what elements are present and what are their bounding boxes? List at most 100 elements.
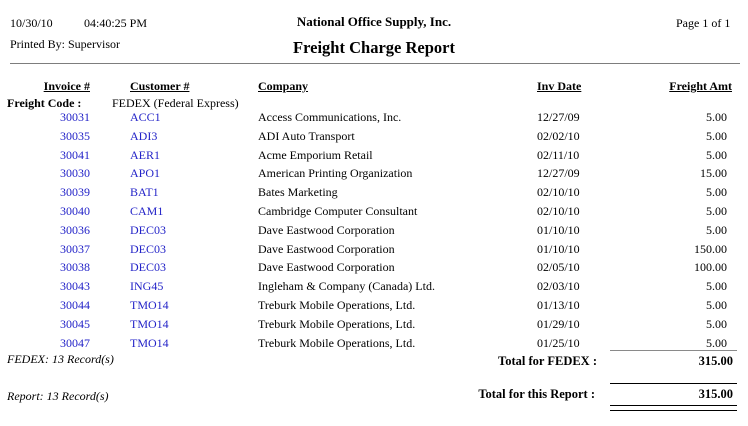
invoice-link[interactable]: 30036 bbox=[60, 222, 90, 237]
company-cell: Dave Eastwood Corporation bbox=[258, 241, 395, 256]
table-row: 30038 DEC03 Dave Eastwood Corporation 02/05… bbox=[0, 258, 727, 277]
report-table-body: 30031 ACC1 Access Communications, Inc. 12/2… bbox=[0, 108, 727, 352]
column-header-inv-date: Inv Date bbox=[537, 79, 582, 93]
company-cell: Treburk Mobile Operations, Ltd. bbox=[258, 335, 416, 350]
customer-link[interactable]: ING45 bbox=[130, 279, 164, 294]
freight-amt-cell: 5.00 bbox=[706, 110, 727, 124]
customer-link[interactable]: DEC03 bbox=[130, 241, 166, 256]
table-row: 30041 AER1 Acme Emporium Retail 02/11/10 5.0… bbox=[0, 146, 727, 165]
freight-amt-cell: 5.00 bbox=[706, 335, 727, 350]
report-total-rule bbox=[610, 383, 737, 384]
company-cell: ADI Auto Transport bbox=[258, 128, 355, 143]
freight-amt-cell: 15.00 bbox=[700, 166, 727, 181]
company-cell: American Printing Organization bbox=[258, 166, 413, 181]
group-total-rule bbox=[610, 350, 737, 351]
column-header-invoice: Invoice # bbox=[43, 79, 90, 93]
group-record-count: FEDEX: 13 Record(s) bbox=[7, 352, 114, 366]
column-header-customer: Customer # bbox=[130, 79, 190, 93]
inv-date-cell: 01/10/10 bbox=[537, 222, 580, 237]
table-row: 30037 DEC03 Dave Eastwood Corporation 01/10… bbox=[0, 240, 727, 259]
print-time: 04:40:25 PM bbox=[84, 16, 148, 30]
freight-code-value: FEDEX (Federal Express) bbox=[112, 96, 239, 110]
freight-amt-cell: 5.00 bbox=[706, 297, 727, 312]
invoice-link[interactable]: 30044 bbox=[60, 297, 90, 312]
company-cell: Cambridge Computer Consultant bbox=[258, 203, 418, 218]
invoice-link[interactable]: 30045 bbox=[60, 316, 90, 331]
invoice-link[interactable]: 30031 bbox=[60, 110, 90, 124]
table-row: 30039 BAT1 Bates Marketing 02/10/10 5.00 bbox=[0, 183, 727, 202]
page-indicator: Page 1 of 1 bbox=[676, 16, 731, 30]
table-row: 30045 TMO14 Treburk Mobile Operations, Ltd… bbox=[0, 315, 727, 334]
customer-link[interactable]: CAM1 bbox=[130, 203, 164, 218]
company-name-heading: National Office Supply, Inc. bbox=[296, 14, 452, 29]
freight-amt-cell: 100.00 bbox=[694, 260, 727, 275]
group-total-amount: 315.00 bbox=[698, 354, 733, 368]
freight-amt-cell: 5.00 bbox=[706, 147, 727, 162]
invoice-link[interactable]: 30030 bbox=[60, 166, 90, 181]
company-cell: Dave Eastwood Corporation bbox=[258, 222, 395, 237]
column-header-freight-amt: Freight Amt bbox=[669, 79, 732, 93]
group-total-label: Total for FEDEX : bbox=[498, 354, 597, 368]
inv-date-cell: 02/10/10 bbox=[537, 203, 580, 218]
customer-link[interactable]: TMO14 bbox=[130, 335, 169, 350]
customer-link[interactable]: TMO14 bbox=[130, 316, 169, 331]
invoice-link[interactable]: 30043 bbox=[60, 279, 90, 294]
freight-amt-cell: 5.00 bbox=[706, 316, 727, 331]
freight-amt-cell: 5.00 bbox=[706, 185, 727, 200]
table-row: 30047 TMO14 Treburk Mobile Operations, Ltd… bbox=[0, 334, 727, 353]
company-cell: Dave Eastwood Corporation bbox=[258, 260, 395, 275]
company-cell: Treburk Mobile Operations, Ltd. bbox=[258, 297, 416, 312]
header-divider-rule bbox=[10, 63, 740, 64]
report-total-double-rule bbox=[610, 405, 737, 411]
inv-date-cell: 02/11/10 bbox=[537, 147, 580, 162]
table-row: 30035 ADI3 ADI Auto Transport 02/02/10 5.00 bbox=[0, 127, 727, 146]
inv-date-cell: 01/10/10 bbox=[537, 241, 580, 256]
invoice-link[interactable]: 30035 bbox=[60, 128, 90, 143]
freight-code-label: Freight Code : bbox=[7, 96, 82, 110]
column-header-row: Invoice # Customer # Company Inv Date Fr… bbox=[0, 79, 735, 94]
inv-date-cell: 01/13/10 bbox=[537, 297, 580, 312]
table-row: 30030 APO1 American Printing Organization 1… bbox=[0, 164, 727, 183]
freight-amt-cell: 5.00 bbox=[706, 203, 727, 218]
report-total-label: Total for this Report : bbox=[478, 387, 595, 401]
customer-link[interactable]: ACC1 bbox=[130, 110, 161, 124]
customer-link[interactable]: DEC03 bbox=[130, 222, 166, 237]
inv-date-cell: 01/25/10 bbox=[537, 335, 580, 350]
invoice-link[interactable]: 30041 bbox=[60, 147, 90, 162]
column-header-company: Company bbox=[258, 79, 309, 93]
company-cell: Access Communications, Inc. bbox=[258, 110, 402, 124]
printed-by-label: Printed By: Supervisor bbox=[10, 37, 120, 51]
freight-amt-cell: 5.00 bbox=[706, 279, 727, 294]
customer-link[interactable]: AER1 bbox=[130, 147, 160, 162]
invoice-link[interactable]: 30038 bbox=[60, 260, 90, 275]
table-row: 30031 ACC1 Access Communications, Inc. 12/2… bbox=[0, 108, 727, 127]
inv-date-cell: 02/10/10 bbox=[537, 185, 580, 200]
company-cell: Treburk Mobile Operations, Ltd. bbox=[258, 316, 416, 331]
freight-amt-cell: 5.00 bbox=[706, 222, 727, 237]
customer-link[interactable]: TMO14 bbox=[130, 297, 169, 312]
invoice-link[interactable]: 30047 bbox=[60, 335, 90, 350]
table-row: 30043 ING45 Ingleham & Company (Canada) Lt… bbox=[0, 277, 727, 296]
report-total-amount: 315.00 bbox=[698, 387, 733, 401]
invoice-link[interactable]: 30037 bbox=[60, 241, 90, 256]
inv-date-cell: 02/03/10 bbox=[537, 279, 580, 294]
table-row: 30036 DEC03 Dave Eastwood Corporation 01/10… bbox=[0, 221, 727, 240]
table-row: 30044 TMO14 Treburk Mobile Operations, Ltd… bbox=[0, 296, 727, 315]
inv-date-cell: 12/27/09 bbox=[537, 110, 580, 124]
inv-date-cell: 02/05/10 bbox=[537, 260, 580, 275]
customer-link[interactable]: ADI3 bbox=[130, 128, 158, 143]
freight-amt-cell: 150.00 bbox=[694, 241, 727, 256]
print-date: 10/30/10 bbox=[10, 16, 53, 30]
report-title: Freight Charge Report bbox=[293, 38, 455, 57]
company-cell: Acme Emporium Retail bbox=[258, 147, 373, 162]
customer-link[interactable]: APO1 bbox=[130, 166, 161, 181]
invoice-link[interactable]: 30040 bbox=[60, 203, 90, 218]
customer-link[interactable]: BAT1 bbox=[130, 185, 159, 200]
report-record-count: Report: 13 Record(s) bbox=[7, 389, 109, 403]
table-row: 30040 CAM1 Cambridge Computer Consultant 02… bbox=[0, 202, 727, 221]
invoice-link[interactable]: 30039 bbox=[60, 185, 90, 200]
inv-date-cell: 02/02/10 bbox=[537, 128, 580, 143]
inv-date-cell: 12/27/09 bbox=[537, 166, 580, 181]
customer-link[interactable]: DEC03 bbox=[130, 260, 166, 275]
